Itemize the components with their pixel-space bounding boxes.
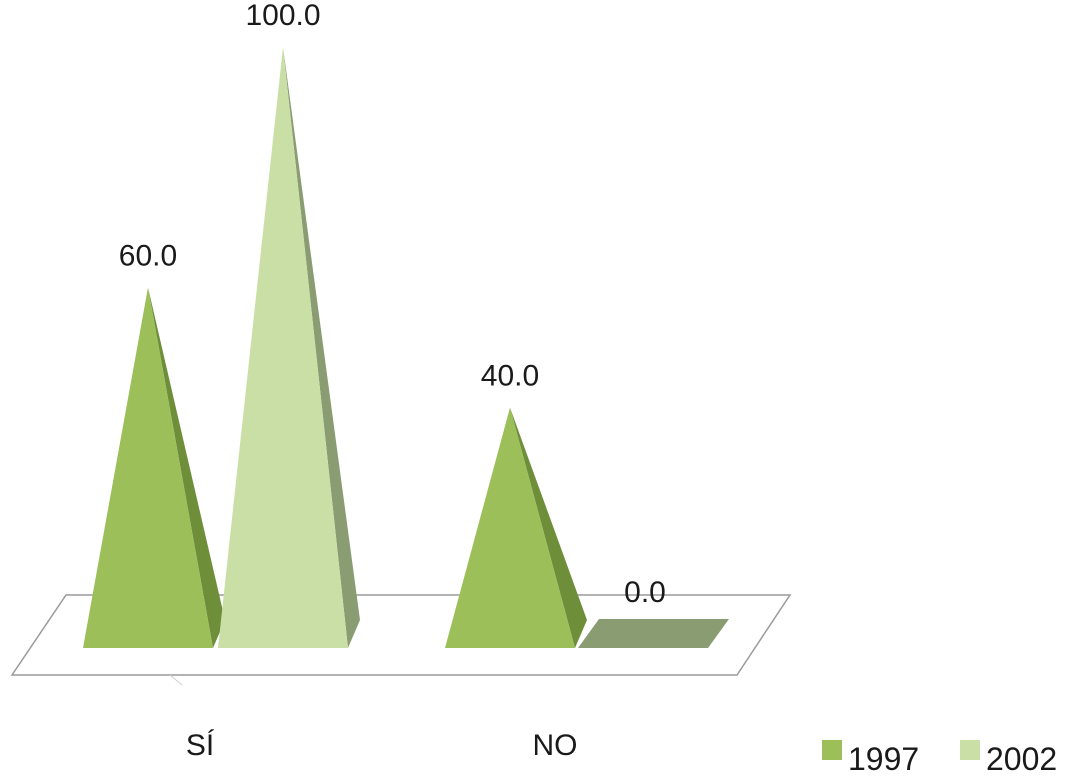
legend-swatch-1997 (822, 740, 842, 760)
legend-label-1997: 1997 (848, 741, 919, 777)
category-label-sí: SÍ (186, 729, 215, 762)
slab-2002-no (578, 619, 729, 648)
data-label-1997-sí: 60.0 (119, 239, 177, 272)
chart-legend: 1997 2002 (822, 740, 1057, 777)
data-label-2002-no: 0.0 (624, 576, 666, 609)
legend-label-2002: 2002 (986, 741, 1057, 777)
category-label-no: NO (533, 729, 578, 762)
data-label-1997-no: 40.0 (481, 360, 539, 393)
data-label-2002-sí: 100.0 (245, 0, 320, 32)
chart-marks-layer (83, 47, 729, 648)
pyramid-2002-sí (218, 47, 348, 648)
pyramid-1997-no (445, 408, 575, 648)
pyramid-1997-sí (83, 287, 213, 648)
floor-edge-tick (170, 675, 182, 685)
legend-swatch-2002 (960, 740, 980, 760)
